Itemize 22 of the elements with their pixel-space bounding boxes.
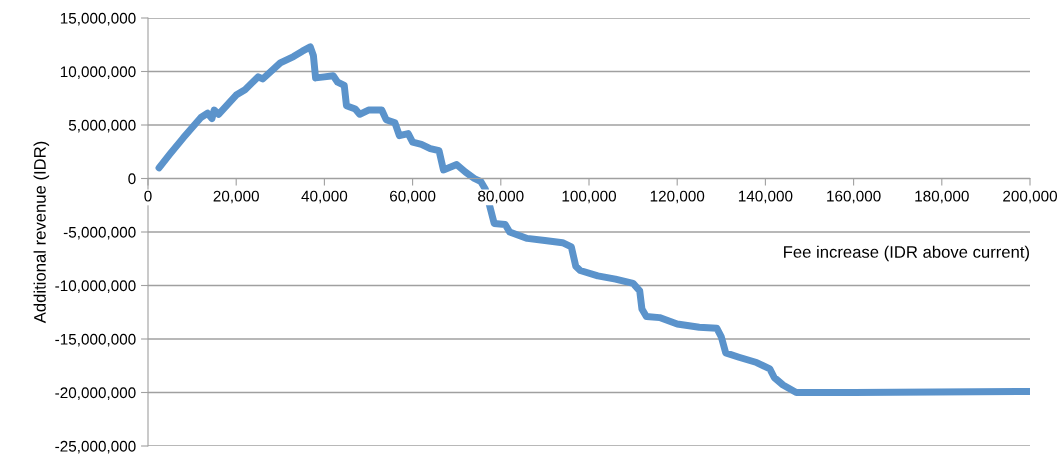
y-tick-label: -20,000,000 xyxy=(55,387,136,400)
y-tick-label: -25,000,000 xyxy=(55,440,136,454)
y-tick-label: -15,000,000 xyxy=(55,333,136,347)
x-tick-label: 60,000 xyxy=(390,190,436,204)
x-axis-title: Fee increase (IDR above current) xyxy=(784,245,1029,262)
y-tick-label: 5,000,000 xyxy=(68,119,136,133)
x-tick-label: 0 xyxy=(144,190,152,202)
y-tick-label: 10,000,000 xyxy=(60,66,136,79)
y-tick-label: -5,000,000 xyxy=(63,226,136,240)
x-tick-label: 180,000 xyxy=(915,190,969,204)
y-tick-label: 15,000,000 xyxy=(60,12,136,26)
x-tick-label: 80,000 xyxy=(478,190,524,204)
x-tick-label: 160,000 xyxy=(827,190,881,204)
x-tick-label: 140,000 xyxy=(738,190,793,204)
x-tick-label: 20,000 xyxy=(213,190,259,204)
y-axis-title: Additional revenue (IDR) xyxy=(33,141,50,324)
y-tick-label: 0 xyxy=(128,173,136,185)
x-tick-label: 40,000 xyxy=(301,190,348,204)
x-tick-label: 100,000 xyxy=(562,190,617,204)
y-tick-label: -10,000,000 xyxy=(55,280,136,293)
x-tick-label: 120,000 xyxy=(650,190,705,204)
x-tick-label: 200,000 xyxy=(1003,190,1058,204)
